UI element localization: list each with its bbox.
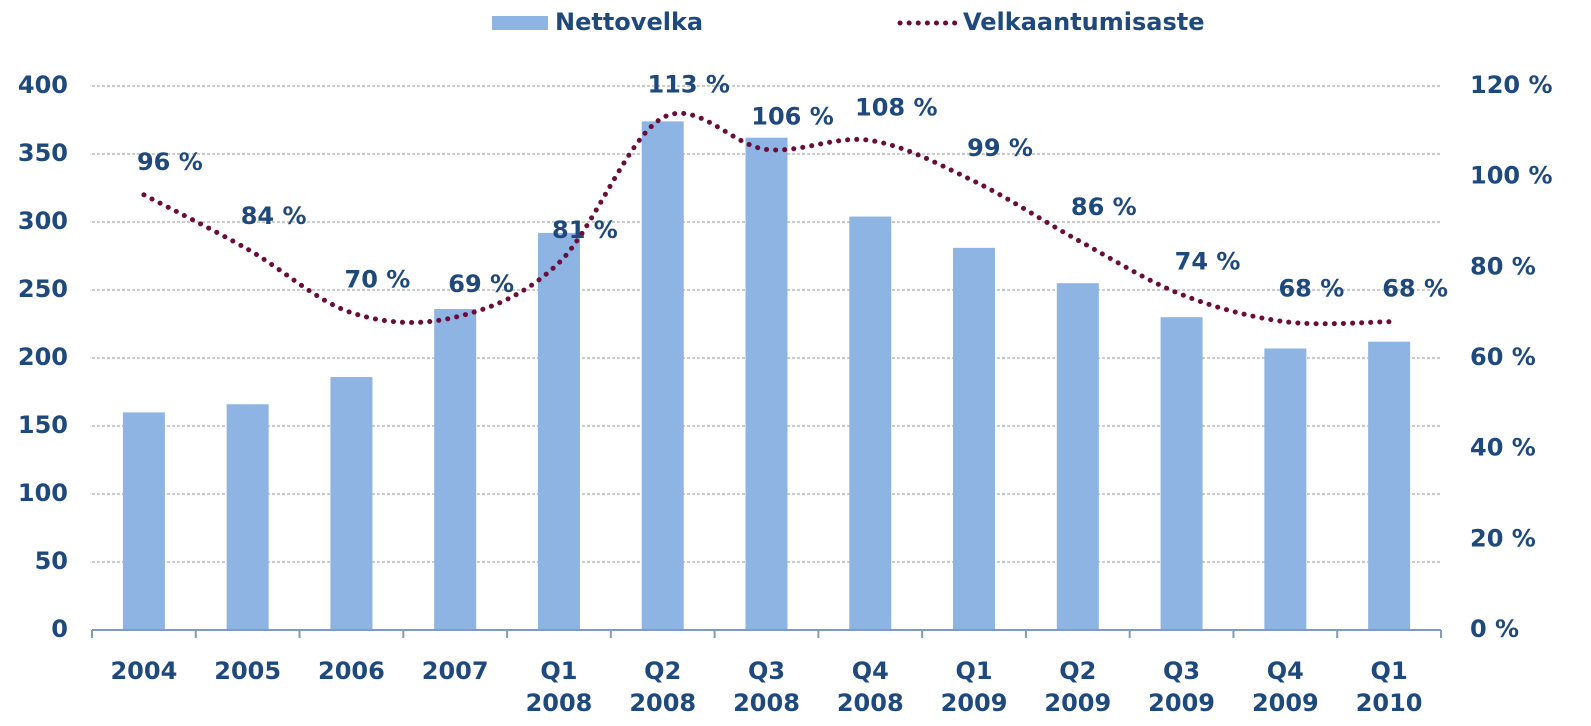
bar	[122, 412, 165, 630]
x-tick-label: Q3 2008	[733, 657, 800, 717]
data-label: 68 %	[1278, 275, 1344, 303]
data-label: 108 %	[855, 93, 938, 121]
y2-tick-label: 20 %	[1470, 524, 1536, 552]
bar	[641, 121, 684, 631]
y2-tick-label: 0 %	[1470, 615, 1519, 643]
bar	[537, 232, 580, 630]
x-tick-label: Q3 2009	[1148, 657, 1215, 717]
y2-tick-label: 120 %	[1470, 71, 1553, 99]
bar	[1056, 283, 1099, 630]
data-label: 86 %	[1071, 193, 1137, 221]
y2-tick-label: 80 %	[1470, 252, 1536, 280]
x-tick-label: Q2 2009	[1044, 657, 1111, 717]
data-label: 106 %	[751, 102, 834, 130]
bar	[1264, 348, 1307, 630]
legend-label: Velkaantumisaste	[963, 8, 1205, 36]
data-label: 99 %	[967, 134, 1033, 162]
bar	[1368, 341, 1411, 630]
bar	[953, 247, 996, 630]
y-tick-label: 50	[35, 547, 68, 575]
data-label: 96 %	[137, 148, 203, 176]
y-tick-label: 400	[18, 71, 68, 99]
legend-label: Nettovelka	[555, 8, 703, 36]
x-tick-label: Q1 2008	[526, 657, 593, 717]
bar	[226, 404, 269, 630]
data-label: 84 %	[241, 202, 307, 230]
y-tick-label: 0	[51, 615, 68, 643]
y2-tick-label: 60 %	[1470, 343, 1536, 371]
data-label: 74 %	[1175, 248, 1241, 276]
y-tick-label: 300	[18, 207, 68, 235]
y-tick-label: 200	[18, 343, 68, 371]
y2-tick-label: 40 %	[1470, 434, 1536, 462]
x-tick-label: Q4 2008	[837, 657, 904, 717]
x-tick-label: 2005	[214, 657, 281, 685]
x-tick-label: Q1 2010	[1356, 657, 1423, 717]
x-tick-label: Q2 2008	[629, 657, 696, 717]
line	[141, 110, 1392, 327]
x-tick-label: 2004	[110, 657, 177, 685]
x-tick-label: 2007	[422, 657, 489, 685]
bar	[745, 137, 788, 630]
y2-tick-label: 100 %	[1470, 162, 1553, 190]
y-tick-label: 150	[18, 411, 68, 439]
y-tick-label: 350	[18, 139, 68, 167]
bar	[434, 309, 477, 630]
bar	[1160, 317, 1203, 630]
bar	[849, 216, 892, 630]
data-label: 70 %	[345, 266, 411, 294]
bar	[330, 377, 373, 630]
legend-swatch	[492, 16, 548, 30]
x-tick-label: 2006	[318, 657, 385, 685]
y-tick-label: 100	[18, 479, 68, 507]
data-label: 69 %	[448, 270, 514, 298]
data-label: 113 %	[647, 71, 730, 99]
x-tick-label: Q1 2009	[941, 657, 1008, 717]
data-label: 81 %	[552, 216, 618, 244]
x-tick-label: Q4 2009	[1252, 657, 1319, 717]
y-tick-label: 250	[18, 275, 68, 303]
data-label: 68 %	[1382, 275, 1448, 303]
